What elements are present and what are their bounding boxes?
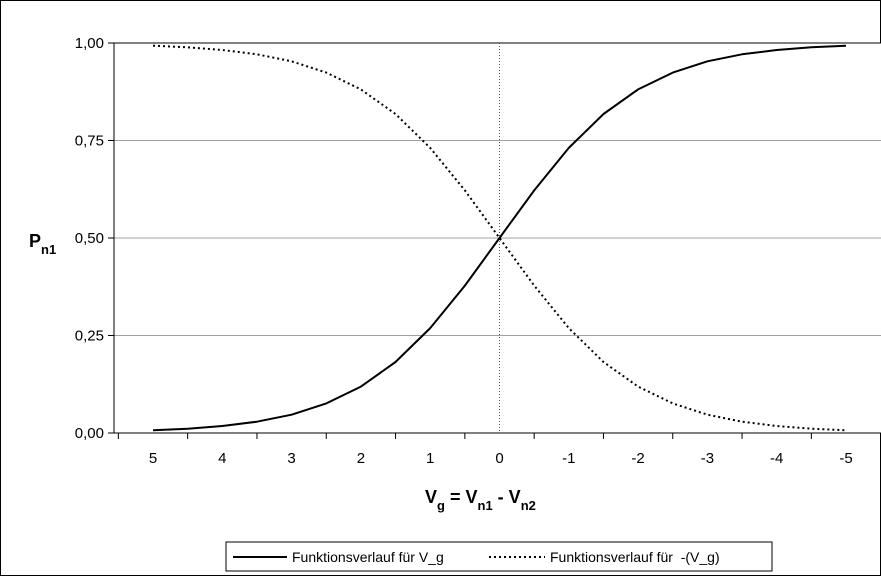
x-tick-label: 3 xyxy=(287,450,295,467)
x-label-v2-sub: n2 xyxy=(521,498,536,513)
series-layer xyxy=(152,44,847,432)
y-tick-label: 0,00 xyxy=(75,425,104,442)
x-tick-label: -5 xyxy=(839,450,852,467)
x-tick-label: 5 xyxy=(149,450,157,467)
y-tick-label: 0,50 xyxy=(75,230,104,247)
series-line-dotted xyxy=(152,44,847,432)
y-axis-label-sub: n1 xyxy=(41,242,56,257)
y-axis-label: Pn1 xyxy=(29,231,56,257)
y-tick-label: 0,25 xyxy=(75,328,104,345)
x-tick-label: 2 xyxy=(357,450,365,467)
y-tick-label: 0,75 xyxy=(75,133,104,150)
x-tick-label: 4 xyxy=(218,450,226,467)
x-tick-labels: 5 4 3 2 1 0 -1 -2 -3 -4 -5 xyxy=(117,433,881,467)
x-tick-label: -3 xyxy=(701,450,714,467)
y-tick-labels: 1,00 0,75 0,50 0,25 0,00 xyxy=(75,35,114,442)
x-tick-label: -2 xyxy=(631,450,644,467)
x-tick-label: -4 xyxy=(770,450,783,467)
x-axis-label: Vg = Vn1 - Vn2 xyxy=(425,487,536,513)
x-label-v-sub: g xyxy=(437,498,445,513)
x-label-v1-sub: n1 xyxy=(478,498,493,513)
gridlines xyxy=(114,42,881,336)
x-tick-label: -1 xyxy=(562,450,575,467)
y-tick-label: 1,00 xyxy=(75,35,104,52)
legend-label-solid: Funktionsverlauf für V_g xyxy=(292,549,444,565)
x-label-minus: - xyxy=(493,487,509,507)
legend-label-dotted: Funktionsverlauf für -(V_g) xyxy=(550,549,720,565)
y-axis-label-main: P xyxy=(29,231,41,251)
x-label-v2: V xyxy=(509,487,521,507)
x-label-v: V xyxy=(425,487,437,507)
x-tick-label: 1 xyxy=(426,450,434,467)
x-tick-label: 0 xyxy=(495,450,503,467)
x-label-v1: V xyxy=(465,487,477,507)
series-line-solid xyxy=(152,44,847,432)
x-label-eq: = xyxy=(445,487,466,507)
